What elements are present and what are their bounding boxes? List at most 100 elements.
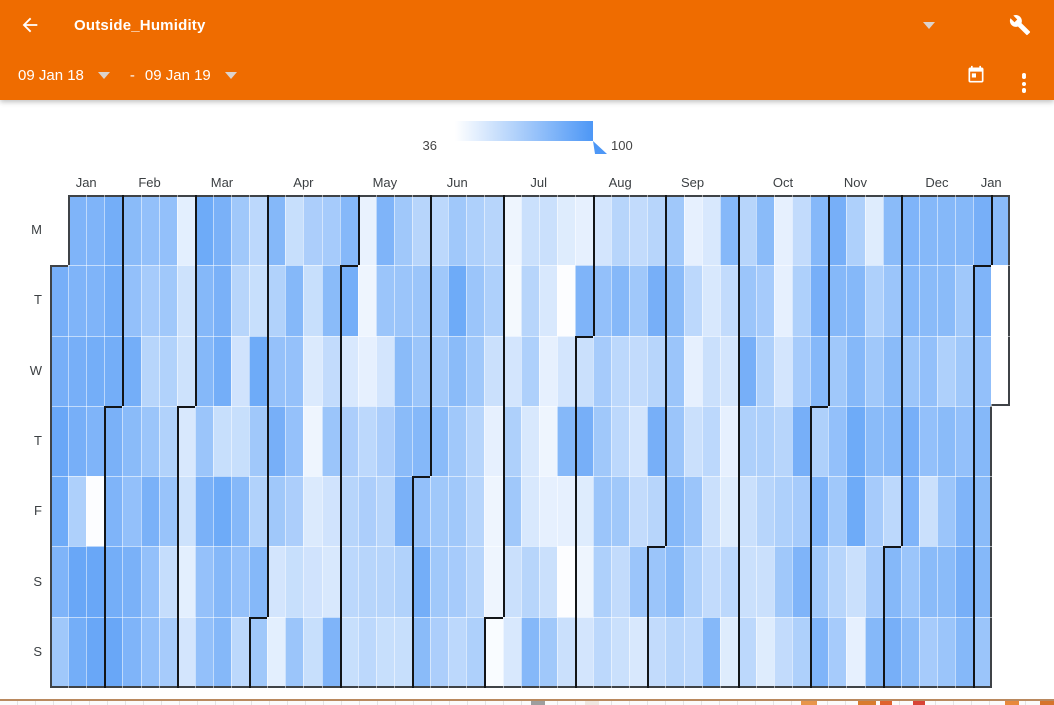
- heatmap-cell[interactable]: [176, 616, 196, 688]
- heatmap-cell[interactable]: [267, 546, 286, 618]
- heatmap-cell[interactable]: [140, 405, 160, 477]
- heatmap-cell[interactable]: [249, 195, 268, 266]
- heatmap-cell[interactable]: [665, 616, 685, 688]
- heatmap-cell[interactable]: [502, 405, 522, 477]
- heatmap-cell[interactable]: [665, 405, 685, 477]
- heatmap-cell[interactable]: [321, 546, 341, 618]
- heatmap-cell[interactable]: [231, 265, 250, 337]
- heatmap-cell[interactable]: [647, 616, 666, 688]
- heatmap-cell[interactable]: [448, 546, 467, 618]
- heatmap-cell[interactable]: [629, 405, 648, 477]
- heatmap-cell[interactable]: [375, 546, 395, 618]
- heatmap-cell[interactable]: [267, 476, 286, 548]
- heatmap-cell[interactable]: [393, 335, 413, 407]
- heatmap-cell[interactable]: [412, 546, 431, 618]
- heatmap-cell[interactable]: [122, 335, 142, 407]
- calendar-button[interactable]: [956, 55, 996, 95]
- title-dropdown-button[interactable]: [914, 5, 944, 45]
- heatmap-cell[interactable]: [104, 265, 123, 337]
- heatmap-cell[interactable]: [900, 616, 920, 688]
- heatmap-cell[interactable]: [68, 616, 87, 688]
- heatmap-cell[interactable]: [755, 476, 775, 548]
- heatmap-cell[interactable]: [502, 195, 522, 266]
- heatmap-cell[interactable]: [683, 265, 703, 337]
- heatmap-cell[interactable]: [104, 195, 123, 266]
- heatmap-cell[interactable]: [774, 405, 793, 477]
- heatmap-cell[interactable]: [212, 195, 232, 266]
- heatmap-cell[interactable]: [882, 195, 902, 266]
- heatmap-cell[interactable]: [104, 616, 123, 688]
- heatmap-cell[interactable]: [936, 405, 956, 477]
- heatmap-cell[interactable]: [936, 476, 956, 548]
- heatmap-cell[interactable]: [719, 405, 739, 477]
- heatmap-cell[interactable]: [755, 616, 775, 688]
- heatmap-cell[interactable]: [339, 476, 359, 548]
- heatmap-cell[interactable]: [611, 195, 630, 266]
- heatmap-cell[interactable]: [918, 546, 938, 618]
- heatmap-cell[interactable]: [647, 195, 666, 266]
- heatmap-cell[interactable]: [86, 335, 105, 407]
- heatmap-cell[interactable]: [86, 476, 105, 548]
- heatmap-cell[interactable]: [194, 546, 214, 618]
- heatmap-cell[interactable]: [574, 546, 594, 618]
- heatmap-cell[interactable]: [683, 405, 703, 477]
- heatmap-cell[interactable]: [231, 195, 250, 266]
- heatmap-cell[interactable]: [611, 476, 630, 548]
- heatmap-cell[interactable]: [158, 546, 178, 618]
- heatmap-cell[interactable]: [629, 616, 648, 688]
- heatmap-cell[interactable]: [104, 546, 123, 618]
- heatmap-cell[interactable]: [140, 195, 160, 266]
- heatmap-cell[interactable]: [176, 546, 196, 618]
- heatmap-cell[interactable]: [864, 476, 884, 548]
- heatmap-cell[interactable]: [737, 195, 757, 266]
- heatmap-cell[interactable]: [231, 335, 250, 407]
- heatmap-cell[interactable]: [375, 616, 395, 688]
- heatmap-cell[interactable]: [882, 546, 902, 618]
- heatmap-cell[interactable]: [122, 546, 142, 618]
- heatmap-cell[interactable]: [665, 195, 685, 266]
- heatmap-cell[interactable]: [484, 335, 504, 407]
- heatmap-cell[interactable]: [574, 265, 594, 337]
- heatmap-cell[interactable]: [430, 405, 449, 477]
- heatmap-cell[interactable]: [50, 546, 69, 618]
- heatmap-cell[interactable]: [611, 335, 630, 407]
- heatmap-cell[interactable]: [267, 335, 286, 407]
- heatmap-cell[interactable]: [991, 195, 1010, 266]
- heatmap-cell[interactable]: [412, 616, 431, 688]
- heatmap-cell[interactable]: [556, 195, 576, 266]
- heatmap-cell[interactable]: [683, 546, 703, 618]
- heatmap-cell[interactable]: [231, 546, 250, 618]
- heatmap-cell[interactable]: [520, 546, 540, 618]
- heatmap-cell[interactable]: [466, 265, 485, 337]
- heatmap-cell[interactable]: [828, 265, 847, 337]
- heatmap-cell[interactable]: [339, 405, 359, 477]
- heatmap-cell[interactable]: [122, 616, 142, 688]
- heatmap-cell[interactable]: [737, 476, 757, 548]
- heatmap-cell[interactable]: [593, 616, 612, 688]
- heatmap-cell[interactable]: [484, 265, 504, 337]
- heatmap-cell[interactable]: [339, 265, 359, 337]
- heatmap-cell[interactable]: [973, 195, 992, 266]
- heatmap-cell[interactable]: [249, 405, 268, 477]
- heatmap-cell[interactable]: [303, 265, 323, 337]
- heatmap-cell[interactable]: [538, 335, 558, 407]
- heatmap-cell[interactable]: [393, 546, 413, 618]
- heatmap-cell[interactable]: [810, 195, 829, 266]
- heatmap-cell[interactable]: [973, 546, 992, 618]
- end-date-dropdown[interactable]: [221, 55, 241, 95]
- heatmap-cell[interactable]: [792, 195, 811, 266]
- heatmap-cell[interactable]: [412, 265, 431, 337]
- heatmap-cell[interactable]: [122, 265, 142, 337]
- heatmap-cell[interactable]: [520, 476, 540, 548]
- heatmap-cell[interactable]: [864, 195, 884, 266]
- heatmap-cell[interactable]: [936, 335, 956, 407]
- heatmap-cell[interactable]: [719, 335, 739, 407]
- overflow-menu-button[interactable]: [1004, 55, 1044, 95]
- heatmap-cell[interactable]: [719, 616, 739, 688]
- heatmap-cell[interactable]: [900, 476, 920, 548]
- heatmap-cell[interactable]: [466, 405, 485, 477]
- heatmap-cell[interactable]: [647, 546, 666, 618]
- heatmap-cell[interactable]: [991, 335, 1010, 407]
- heatmap-cell[interactable]: [267, 405, 286, 477]
- heatmap-cell[interactable]: [810, 476, 829, 548]
